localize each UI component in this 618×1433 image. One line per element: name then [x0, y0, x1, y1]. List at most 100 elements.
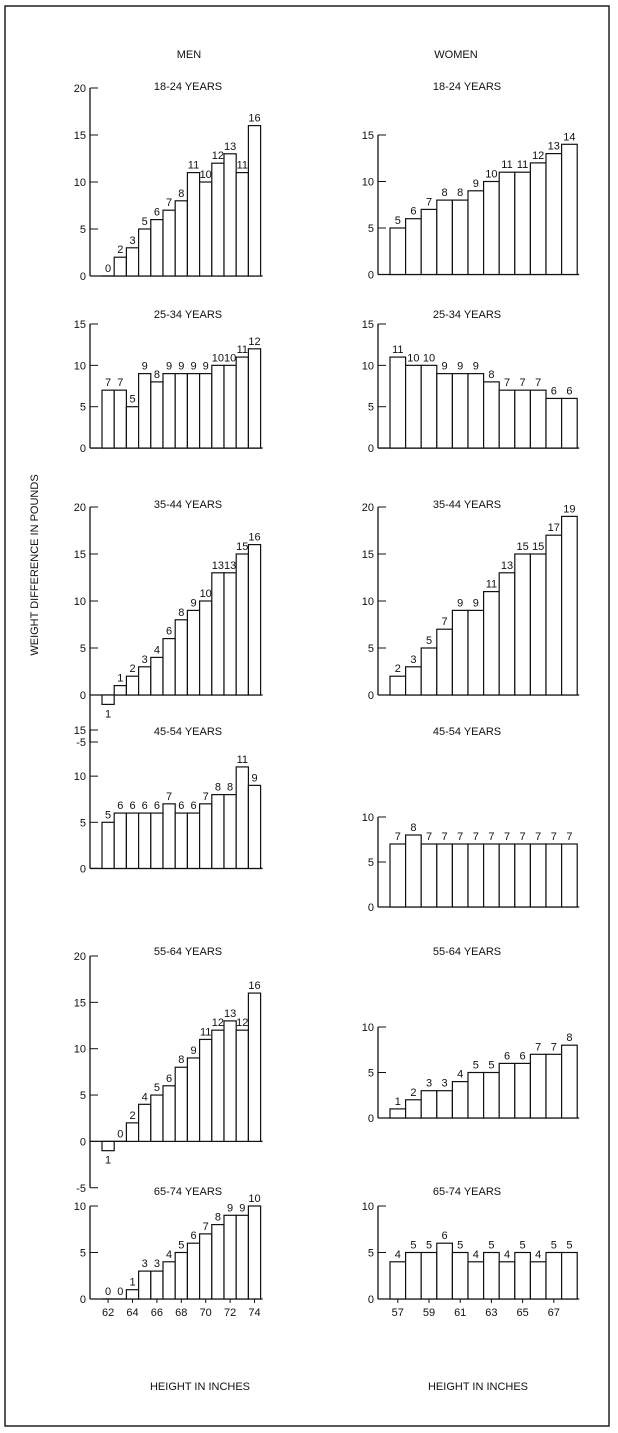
- bar-value-label: 5: [105, 809, 111, 821]
- bar-value-label: 1: [105, 1155, 111, 1167]
- bar: [405, 1251, 422, 1300]
- bar: [235, 766, 249, 870]
- bar: [514, 843, 531, 908]
- x-tick-label: 65: [516, 1307, 528, 1319]
- panel-title: 45-54 YEARS: [154, 726, 222, 738]
- bar-value-label: 12: [236, 1017, 248, 1029]
- bar-value-label: 4: [473, 1249, 479, 1261]
- y-tick-label: -5: [76, 1183, 86, 1195]
- bar-value-label: 5: [410, 1240, 416, 1252]
- y-tick-label: 15: [362, 549, 374, 561]
- y-tick-label: 10: [74, 360, 86, 372]
- bar-value-label: 8: [215, 1212, 221, 1224]
- men-x-axis-label: HEIGHT IN INCHES: [150, 1381, 250, 1393]
- bar-value-label: 7: [473, 831, 479, 843]
- y-tick-label: 0: [80, 863, 86, 875]
- bar: [235, 172, 249, 277]
- y-tick-label: 0: [368, 270, 374, 282]
- bar-value-label: 5: [426, 1240, 432, 1252]
- bar-value-label: 11: [237, 344, 248, 356]
- bar-value-label: 6: [178, 800, 184, 812]
- bar-value-label: 3: [410, 654, 416, 666]
- bar-value-label: 7: [203, 791, 209, 803]
- x-tick-label: 67: [548, 1307, 560, 1319]
- bar: [420, 1251, 438, 1300]
- bar: [560, 143, 578, 276]
- bar-value-label: 3: [129, 235, 135, 247]
- bar-value-label: 6: [154, 800, 160, 812]
- men-x-tick-labels: 62 64 66 68 70 72 74: [102, 1299, 261, 1319]
- y-tick-label: 10: [74, 771, 86, 783]
- bar: [101, 821, 115, 870]
- bar-value-label: 7: [535, 831, 541, 843]
- bar: [101, 694, 115, 705]
- bar: [247, 784, 262, 870]
- bar: [498, 171, 516, 276]
- bar: [211, 794, 225, 870]
- bar-value-label: 10: [200, 169, 212, 181]
- bar-value-label: 9: [190, 1045, 196, 1057]
- bar-value-label: 9: [473, 361, 479, 373]
- bar-value-label: 5: [566, 1240, 572, 1252]
- x-tick-label: 63: [485, 1307, 497, 1319]
- bar-value-label: 9: [227, 1202, 233, 1214]
- bar: [498, 389, 516, 449]
- bar-value-label: 8: [178, 188, 184, 200]
- x-tick-label: 66: [151, 1307, 163, 1319]
- bar-value-label: 3: [442, 1078, 448, 1090]
- bar-value-label: 5: [129, 394, 135, 406]
- y-tick-label: 0: [368, 443, 374, 455]
- bar: [451, 199, 469, 276]
- bar: [405, 364, 422, 449]
- bar: [199, 1233, 213, 1300]
- bar: [420, 208, 438, 276]
- bar-value-label: 7: [442, 616, 448, 628]
- y-tick-label: 10: [74, 1044, 86, 1056]
- bar-value-label: 9: [473, 597, 479, 609]
- bar-value-label: 5: [178, 1240, 184, 1252]
- bar: [451, 1251, 469, 1300]
- bar-value-label: 6: [566, 385, 572, 397]
- bar: [125, 406, 140, 449]
- bar-value-label: 11: [188, 160, 199, 172]
- bar: [389, 1108, 407, 1119]
- bar: [498, 1261, 516, 1300]
- bar-value-label: 8: [566, 1032, 572, 1044]
- bar-value-label: 1: [395, 1096, 401, 1108]
- bar: [529, 843, 547, 908]
- bar-value-label: 5: [142, 216, 148, 228]
- bar-value-label: 8: [442, 187, 448, 199]
- bar: [235, 356, 249, 449]
- y-tick-label: 0: [368, 690, 374, 702]
- bar: [113, 256, 127, 277]
- bar: [483, 1071, 500, 1119]
- bar: [113, 389, 127, 449]
- bar: [223, 153, 237, 277]
- bar-value-label: 9: [190, 597, 196, 609]
- bar-value-label: 5: [395, 215, 401, 227]
- bar: [483, 180, 500, 276]
- panel-title: 18-24 YEARS: [433, 81, 501, 93]
- bar: [247, 543, 262, 696]
- bar-value-label: 12: [248, 336, 260, 348]
- bar-value-label: 7: [117, 377, 123, 389]
- bar-value-label: 9: [251, 772, 257, 784]
- bar: [467, 609, 485, 696]
- bar-value-label: 8: [227, 782, 233, 794]
- bar: [162, 209, 176, 277]
- bar-value-label: 11: [237, 160, 248, 172]
- bar-value-label: 19: [563, 503, 575, 515]
- bar: [235, 1029, 249, 1143]
- bar-value-label: 9: [166, 361, 172, 373]
- x-tick-label: 57: [392, 1307, 404, 1319]
- bar-value-label: 7: [504, 831, 510, 843]
- bar: [545, 1053, 563, 1119]
- bar-value-label: 7: [520, 377, 526, 389]
- bar: [389, 675, 407, 696]
- bar: [223, 572, 237, 696]
